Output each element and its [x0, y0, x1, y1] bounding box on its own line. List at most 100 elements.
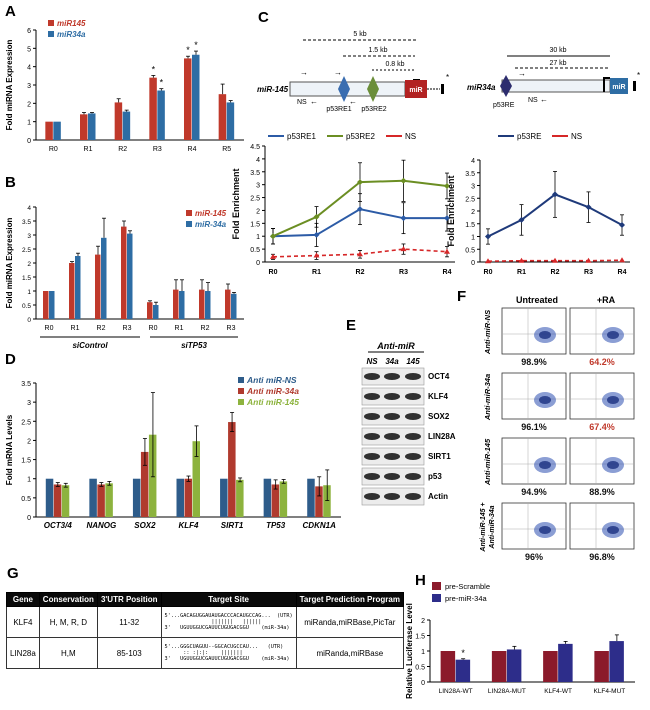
- point-p53re-r0: [485, 233, 491, 240]
- th-gene: Gene: [6, 592, 40, 607]
- blot-band-sirt1-0: [364, 453, 380, 460]
- flow-plot-3-0: [501, 502, 567, 550]
- flow-population-core: [607, 461, 619, 469]
- flow-population-core: [539, 461, 551, 469]
- blot-band-p53-2: [405, 473, 421, 480]
- point-ns-r3: [400, 246, 407, 252]
- flow-cytometry: Untreated +RA 98.9% 64.2% Anti-miR-NS 96.1%…: [480, 295, 635, 562]
- p53re-label: p53RE: [493, 102, 515, 109]
- point-ns-r3: [585, 257, 592, 263]
- flow-percent-1-0: 96.1%: [521, 422, 547, 432]
- diagram-mir34a: 30 kb 27 kb miR * miR34a p53RE NS ← →: [467, 47, 640, 109]
- line-ns: [487, 259, 623, 263]
- bar-mir145-r0: [45, 121, 53, 140]
- legend-swatch-anti-mir-ns: [238, 377, 244, 383]
- p53re1-site: [338, 76, 350, 102]
- bar-mir34a-r0: [53, 121, 61, 140]
- flow-population-core: [607, 396, 619, 404]
- bar-anti-mir-145-klf4: [192, 441, 200, 517]
- significance-star: *: [194, 40, 198, 50]
- th-position: 3'UTR Position: [96, 592, 162, 607]
- bar-pre-scramble-lin28a-wt: [440, 651, 456, 682]
- y-tick-label: 2: [471, 209, 475, 216]
- legend-label-ns: NS: [405, 132, 416, 141]
- y-tick-label: 4: [256, 157, 260, 164]
- mir-box-34a: [610, 78, 628, 94]
- flow-row-label: Anti-miR-34a: [483, 374, 492, 421]
- flow-row-label: Anti-miR-145 +: [480, 502, 487, 552]
- ns-label-right: NS: [528, 97, 538, 104]
- cell-target-site: 5'...GACAGUGGAUAUGACCCACAUGCCAG... (UTR)…: [160, 606, 297, 638]
- bar-mir-145-r3: [225, 289, 231, 319]
- y-tick-label: 3: [27, 83, 31, 90]
- bar-mir-34a-r0: [153, 305, 159, 319]
- y-tick-label: 2.5: [465, 196, 475, 203]
- chart-c-mir145-chip: 0 0.5 1 1.5 2 2.5 3 3.5 4 4.5 Fold Enrichment R0 R1 R…: [231, 132, 455, 276]
- bar-mir-145-r2: [199, 289, 205, 319]
- th-conservation: Conservation: [38, 592, 98, 607]
- y-tick-label: 0: [421, 680, 425, 687]
- x-tick-label: LIN28A-WT: [439, 688, 473, 695]
- legend-label-mir-34a: miR-34a: [195, 220, 227, 229]
- cell-gene: LIN28a: [6, 637, 40, 669]
- panel-label-f: F: [457, 288, 466, 305]
- point-p53re2-r4: [444, 182, 450, 189]
- bar-mir-34a-r1: [179, 291, 185, 319]
- bar-mir-145-r3: [121, 226, 127, 319]
- x-tick-label: R0: [45, 325, 54, 332]
- bar-mir-145-r1: [69, 263, 75, 319]
- legend-label-mir-145: miR-145: [195, 209, 227, 218]
- bar-anti-mir-ns-nanog: [89, 478, 97, 517]
- point-p53re2-r2: [357, 179, 363, 186]
- blot-label-klf4: KLF4: [428, 392, 449, 401]
- y-tick-label: 3: [256, 183, 260, 190]
- primer-arrow-left-1: →: [300, 68, 308, 77]
- bar-mir-145-r1: [173, 289, 179, 319]
- significance-star: *: [152, 64, 156, 74]
- y-tick-label: 1: [256, 234, 260, 241]
- bar-anti-mir-34a-sirt1: [228, 422, 236, 517]
- bar-anti-mir-34a-klf4: [184, 478, 192, 517]
- flow-plot-1-1: [569, 372, 635, 420]
- th-target-site: Target Site: [160, 592, 297, 607]
- cell-program: miRanda,miRBase,PicTar: [295, 606, 405, 638]
- bar-mir34a-r4: [192, 54, 200, 140]
- blot-lane-ns: NS: [366, 357, 378, 366]
- blot-rows: OCT4 KLF4 SOX2 LIN28A SIRT1 p53 Actin: [361, 367, 456, 506]
- gene-name-mir145: miR-145: [257, 85, 289, 94]
- bar-anti-mir-34a-tp53: [271, 484, 280, 517]
- blot-band-sirt1-2: [405, 453, 421, 460]
- b-group-sicontrol: siControl: [72, 341, 108, 350]
- y-tick-label: 2: [256, 208, 260, 215]
- x-tick-label: SOX2: [134, 521, 156, 530]
- flow-plot-0-1: [569, 307, 635, 355]
- y-tick-label: 1.5: [250, 221, 260, 228]
- bar-mir145-r3: [149, 77, 157, 140]
- legend-label-p53re2: p53RE2: [346, 132, 375, 141]
- legend-swatch-mir-34a: [186, 221, 192, 227]
- gene-end-left: [441, 84, 444, 94]
- gene-end-right: [633, 81, 636, 91]
- flow-percent-2-1: 88.9%: [589, 487, 615, 497]
- p53re1-label: p53RE1: [326, 106, 351, 113]
- y-axis-title: Fold miRNA Expression: [5, 217, 14, 308]
- point-p53re2-r1: [313, 213, 320, 220]
- point-ns-r0: [270, 253, 276, 259]
- blot-label-sox2: SOX2: [428, 412, 450, 421]
- bar-mir-145-r0: [147, 302, 153, 319]
- th-program: Target Prediction Program: [295, 592, 405, 607]
- bar-mir145-r4: [184, 58, 192, 140]
- bar-mir145-r2: [114, 102, 123, 140]
- blot-band-sox2-0: [364, 413, 380, 420]
- y-tick-label: 1: [421, 649, 425, 656]
- flow-plot-3-1: [569, 502, 635, 550]
- y-tick-label: 0.5: [22, 303, 31, 310]
- dist-label-27kb: 27 kb: [549, 60, 566, 67]
- y-tick-label: 0: [27, 317, 31, 324]
- mir-label-145: miR: [409, 87, 422, 94]
- bar-anti-mir-145-oct3-4: [61, 485, 70, 517]
- x-tick-label: R4: [188, 146, 197, 153]
- bar-anti-mir-ns-oct3-4: [45, 478, 54, 517]
- primer-arrow-left-4: ←: [349, 97, 357, 106]
